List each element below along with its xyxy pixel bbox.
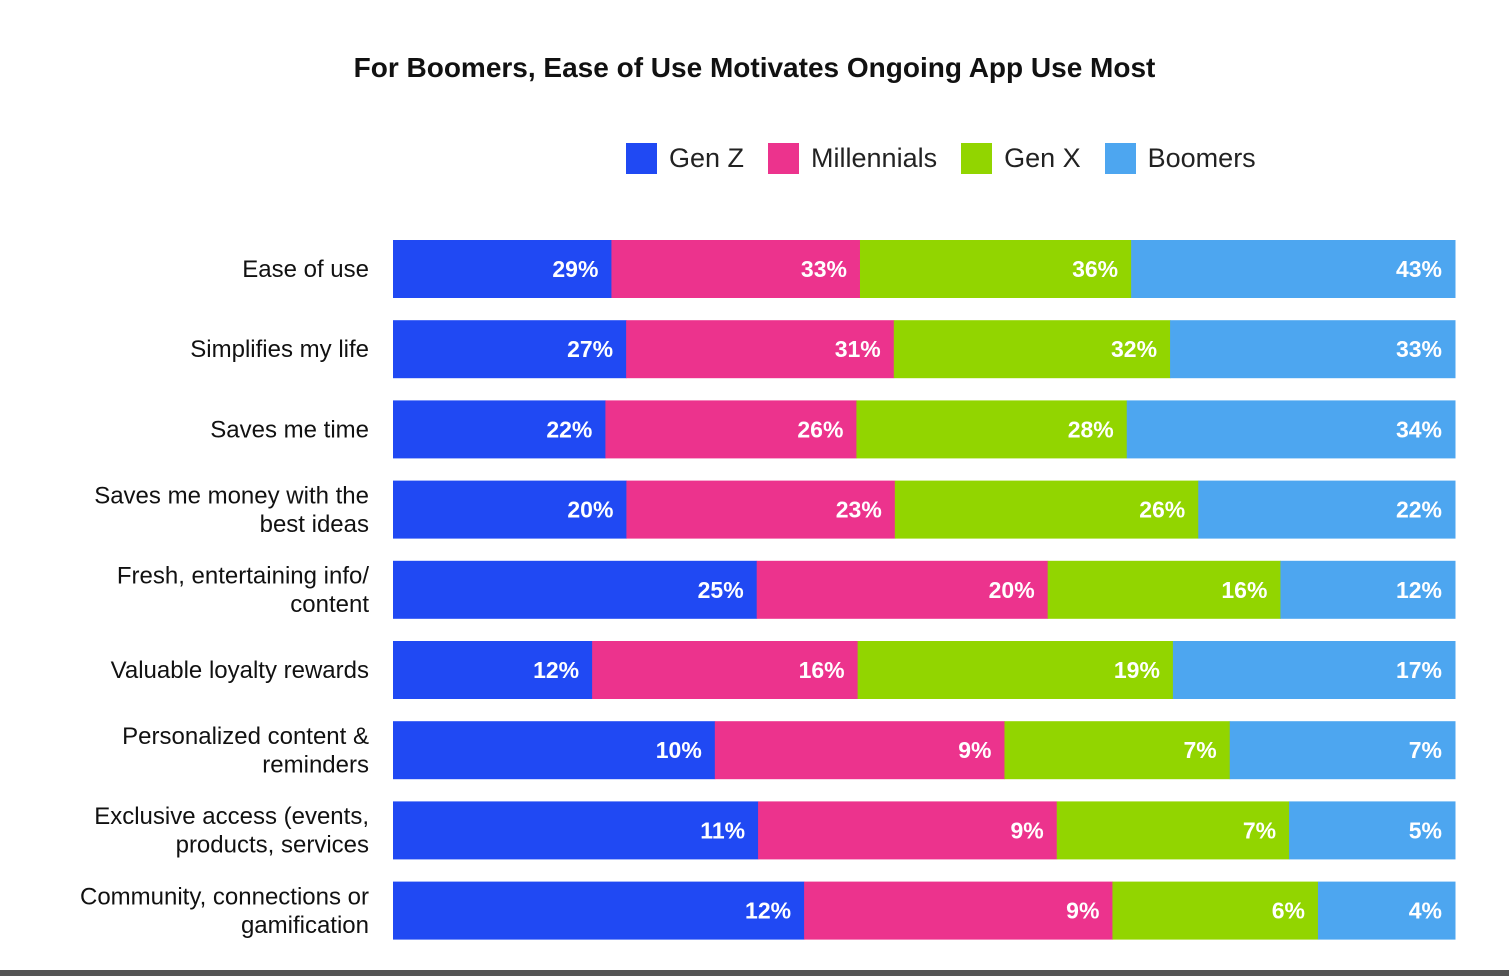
data-label-boomers-2: 33% [1396,336,1442,362]
legend-label-boomers: Boomers [1147,142,1256,173]
legend-label-millennials: Millennials [811,142,938,173]
bar-segment-millennials-8 [758,801,1058,860]
bar-segment-boomers-1 [1131,240,1456,298]
data-label-boomers-6: 17% [1396,657,1442,683]
legend-label-gen-x: Gen X [1004,142,1081,173]
bar-segment-gen-z-8 [393,801,759,860]
data-label-gen-z-8: 11% [700,817,745,843]
bar-segment-boomers-2 [1170,320,1456,379]
category-label-3: Saves me time [210,416,369,443]
data-label-gen-x-8: 7% [1243,817,1276,843]
data-label-millennials-2: 31% [835,336,881,362]
data-label-boomers-4: 22% [1396,497,1442,523]
bar-segment-boomers-7 [1229,721,1456,780]
data-label-millennials-6: 16% [799,657,845,683]
bar-segment-gen-x-7 [1004,721,1231,780]
bar-segment-gen-x-6 [857,641,1174,699]
bar-segment-gen-z-9 [393,881,805,940]
data-label-millennials-8: 9% [1011,817,1044,843]
data-label-gen-x-6: 19% [1114,657,1160,683]
bar-segment-boomers-3 [1126,400,1456,459]
data-label-boomers-3: 34% [1396,416,1442,442]
bar-segment-boomers-6 [1172,641,1456,699]
category-label-5: Fresh, entertaining info/content [117,563,369,619]
bar-segment-millennials-9 [804,881,1113,940]
data-label-gen-z-4: 20% [567,497,613,523]
legend-item-gen-x: Gen X [961,142,1081,174]
legend-swatch-gen-z [626,142,657,174]
bar-segment-gen-x-2 [893,320,1171,379]
bar-segment-millennials-6 [592,641,859,699]
category-label-2: Simplifies my life [190,336,369,363]
chart-legend: Gen Z Millennials Gen X Boomers [626,142,1280,174]
category-label-4: Saves me money with the best ideas [94,482,369,537]
data-label-gen-z-3: 22% [546,416,592,442]
legend-swatch-millennials [768,142,800,174]
data-label-gen-x-3: 28% [1068,416,1114,442]
data-label-boomers-9: 4% [1409,898,1442,924]
bar-segment-gen-x-5 [1047,560,1281,619]
bar-segment-millennials-7 [714,721,1005,780]
bottom-divider [0,970,1509,976]
data-label-millennials-1: 33% [801,256,847,282]
data-label-boomers-8: 5% [1409,817,1442,843]
data-label-millennials-3: 26% [797,416,843,442]
category-label-8: Exclusive access (events, products, servi… [94,803,369,859]
bar-segment-gen-x-3 [856,400,1128,459]
data-label-gen-x-1: 36% [1072,256,1118,282]
data-label-gen-z-1: 29% [552,256,598,282]
data-label-boomers-1: 43% [1396,256,1442,282]
bar-segment-millennials-2 [626,320,895,379]
data-label-gen-z-5: 25% [698,577,744,603]
category-label-9: Community, connections or gamification [80,883,369,939]
bar-segment-gen-z-6 [393,641,593,699]
data-label-boomers-7: 7% [1409,737,1442,763]
bar-segment-gen-z-4 [393,480,627,539]
category-label-7: Personalized content & reminders [122,723,369,779]
bar-segment-gen-z-7 [393,721,716,780]
data-label-gen-x-4: 26% [1139,497,1185,523]
chart-title: For Boomers, Ease of Use Motivates Ongoi… [353,52,1156,83]
data-label-gen-x-2: 32% [1111,336,1157,362]
bar-segment-gen-x-8 [1056,801,1290,860]
data-label-gen-z-9: 12% [745,898,791,924]
data-label-gen-z-6: 12% [533,657,579,683]
bar-segment-gen-x-9 [1112,881,1319,940]
legend-item-gen-z: Gen Z [626,142,745,174]
data-label-gen-x-9: 6% [1272,898,1305,924]
bar-segment-gen-z-5 [393,560,758,619]
data-label-gen-z-7: 10% [656,737,702,763]
data-label-millennials-9: 9% [1066,898,1099,924]
legend-label-gen-z: Gen Z [669,142,745,173]
category-label-6: Valuable loyalty rewards [111,657,369,684]
category-label-1: Ease of use [242,256,369,283]
bar-segment-gen-z-2 [393,320,627,379]
bar-segment-millennials-3 [605,400,857,459]
bar-segment-millennials-4 [626,480,896,539]
data-label-millennials-4: 23% [836,497,882,523]
bar-segment-gen-z-3 [393,400,606,459]
data-label-gen-x-5: 16% [1221,577,1267,603]
bar-segment-gen-x-1 [859,240,1132,298]
data-label-gen-z-2: 27% [567,336,613,362]
bar-segment-boomers-4 [1198,480,1456,539]
data-label-millennials-7: 9% [958,737,991,763]
legend-swatch-gen-x [961,142,993,174]
bar-segment-gen-x-4 [894,480,1199,539]
data-label-gen-x-7: 7% [1183,737,1216,763]
bar-segment-boomers-5 [1280,560,1456,619]
bar-segment-millennials-1 [611,240,861,298]
legend-item-boomers: Boomers [1104,142,1256,174]
bar-segment-millennials-5 [756,560,1049,619]
data-label-boomers-5: 12% [1396,577,1442,603]
bar-segment-gen-z-1 [393,240,612,298]
bar-segment-boomers-8 [1289,801,1456,860]
bar-segment-boomers-9 [1317,881,1456,940]
legend-swatch-boomers [1104,142,1136,174]
legend-item-millennials: Millennials [768,142,938,174]
data-label-millennials-5: 20% [989,577,1035,603]
